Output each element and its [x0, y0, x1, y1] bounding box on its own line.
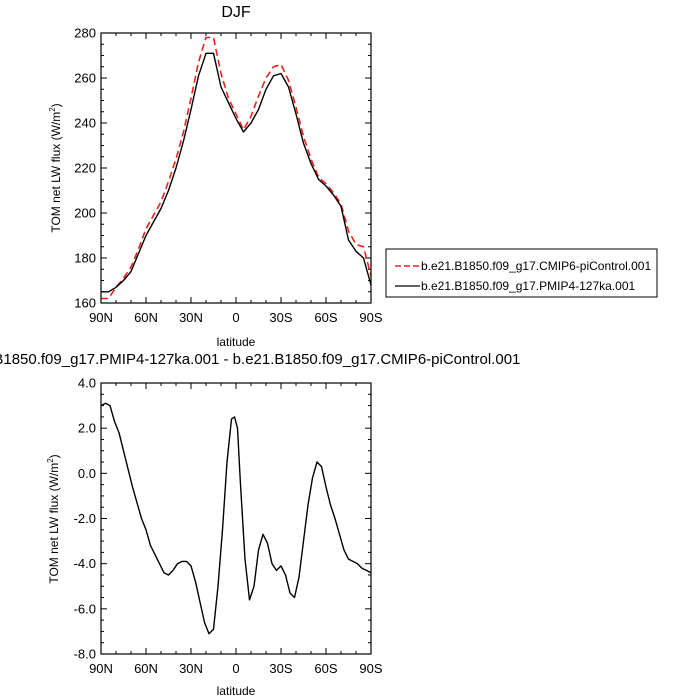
x-tick-label: 90N [89, 310, 113, 325]
plot-frame [100, 382, 372, 655]
y-tick-label: 0.0 [78, 466, 96, 481]
y-axis-label: TOM net LW flux (W/m2) [46, 454, 61, 583]
x-axis-label: latitude [217, 335, 256, 349]
legend-box [385, 248, 658, 298]
x-tick-label: 60N [134, 310, 158, 325]
plot-frame [100, 32, 372, 304]
x-tick-label: 30N [179, 661, 203, 676]
x-tick-label: 60S [314, 661, 337, 676]
y-tick-label: 180 [74, 251, 96, 266]
x-tick-label: 90N [89, 661, 113, 676]
y-tick-label: 4.0 [78, 376, 96, 391]
x-tick-label: 0 [232, 661, 239, 676]
y-axis-label: TOM net LW flux (W/m2) [48, 103, 63, 232]
legend-label-picontrol: b.e21.B1850.f09_g17.CMIP6-piControl.001 [421, 259, 651, 273]
x-tick-label: 60S [314, 310, 337, 325]
series-line-picontrol [101, 36, 372, 300]
y-tick-label: 260 [74, 71, 96, 86]
legend-label-127ka: b.e21.B1850.f09_g17.PMIP4-127ka.001 [421, 279, 635, 293]
x-tick-label: 30S [269, 310, 292, 325]
series-line-127ka [101, 52, 372, 293]
chart-marks-top: 90N 60N 30N 0 30S 60S 90S 160 180 200 220 240 260 280 [74, 26, 383, 326]
y-tick-label: -4.0 [74, 556, 96, 571]
y-tick-label: 2.0 [78, 421, 96, 436]
y-tick-label: 280 [74, 26, 96, 41]
y-tick-label: -6.0 [74, 601, 96, 616]
y-tick-label: 220 [74, 161, 96, 176]
x-tick-label: 30S [269, 661, 292, 676]
y-tick-label: 240 [74, 116, 96, 131]
x-tick-label: 60N [134, 661, 158, 676]
chart-title: DJF [221, 4, 251, 21]
series-line-difference [100, 402, 372, 635]
y-tick-label: 160 [74, 296, 96, 311]
chart-panel-bottom: b.e21.B1850.f09_g17.PMIP4-127ka.001 - b.… [0, 351, 520, 698]
y-tick-label: -8.0 [74, 647, 96, 662]
x-tick-label: 90S [359, 661, 382, 676]
x-tick-label: 0 [232, 310, 239, 325]
legend: b.e21.B1850.f09_g17.CMIP6-piControl.001 … [385, 248, 658, 298]
difference-chart-title: b.e21.B1850.f09_g17.PMIP4-127ka.001 - b.… [0, 351, 520, 368]
x-axis-label: latitude [217, 684, 256, 698]
x-tick-label: 30N [179, 310, 203, 325]
x-tick-label: 90S [359, 310, 382, 325]
y-tick-label: -2.0 [74, 511, 96, 526]
chart-marks-bottom: 90N 60N 30N 0 30S 60S 90S -8.0 -6.0 -4.0 -2.0 0.0 2.… [74, 376, 383, 677]
y-tick-label: 200 [74, 206, 96, 221]
chart-panel-top: DJF TOM net LW flux (W/m2) latitude 90N 6… [48, 4, 658, 349]
